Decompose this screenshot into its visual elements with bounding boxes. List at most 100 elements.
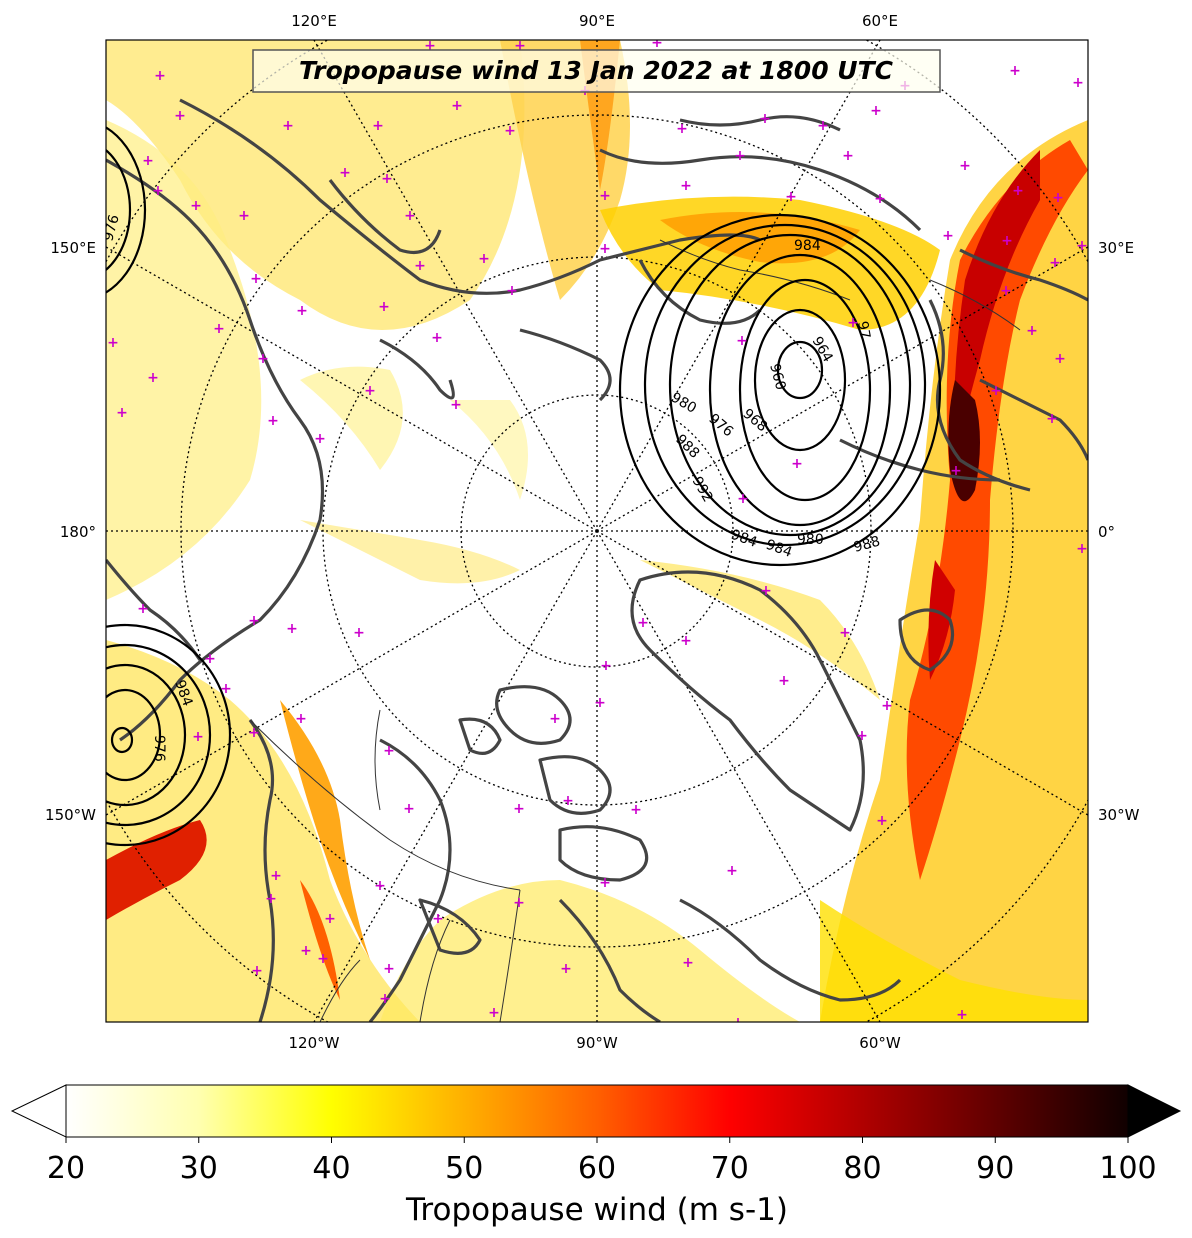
station-marker: + (1054, 351, 1066, 367)
station-marker: + (847, 315, 859, 331)
contour-label: 960 (766, 362, 788, 392)
station-marker: + (504, 123, 516, 139)
station-marker: + (353, 625, 365, 641)
station-marker: + (250, 271, 262, 287)
station-marker: + (1012, 183, 1024, 199)
station-marker: + (990, 383, 1002, 399)
colorbar-tick-label: 100 (1099, 1151, 1156, 1186)
station-marker: + (870, 103, 882, 119)
station-marker: + (267, 413, 279, 429)
station-marker: + (282, 118, 294, 134)
station-marker: + (514, 38, 526, 54)
station-marker: + (251, 963, 263, 979)
station-marker: + (314, 431, 326, 447)
station-marker: + (238, 208, 250, 224)
lon-label-right: 0° (1098, 523, 1115, 541)
station-marker: + (381, 171, 393, 187)
lon-label-right: 30°E (1098, 239, 1134, 257)
station-marker: + (137, 601, 149, 617)
colorbar-extend-high (1127, 1084, 1182, 1138)
lon-label-left: 150°W (45, 806, 96, 824)
borders (249, 239, 1021, 1022)
station-marker: + (372, 118, 384, 134)
station-marker: + (403, 801, 415, 817)
station-marker: + (432, 911, 444, 927)
station-marker: + (637, 615, 649, 631)
map-frame (105, 39, 1089, 1023)
station-marker: + (295, 711, 307, 727)
station-marker: + (726, 863, 738, 879)
contour-label: 980 (797, 532, 824, 548)
colorbar-tick-label: 20 (47, 1151, 85, 1186)
station-marker: + (1049, 255, 1061, 271)
station-marker: + (152, 183, 164, 199)
lon-label-top: 60°E (862, 12, 898, 30)
station-marker: + (1046, 411, 1058, 427)
station-marker: + (736, 333, 748, 349)
station-marker: + (204, 651, 216, 667)
station-marker: + (594, 695, 606, 711)
station-marker: + (147, 370, 159, 386)
station-marker: + (876, 813, 888, 829)
station-marker: + (257, 351, 269, 367)
station-marker: + (404, 208, 416, 224)
station-marker: + (549, 711, 561, 727)
colorbar-tick-label: 60 (578, 1151, 616, 1186)
station-marker: + (599, 875, 611, 891)
station-marker: + (296, 303, 308, 319)
station-marker: + (881, 698, 893, 714)
station-marker: + (956, 1007, 968, 1023)
station-marker: + (817, 118, 829, 134)
station-marker: + (630, 802, 642, 818)
station-marker: + (791, 456, 803, 472)
station-marker: + (1026, 323, 1038, 339)
lon-label-left: 180° (60, 523, 96, 541)
station-marker: + (1076, 541, 1088, 557)
station-marker: + (737, 491, 749, 507)
lon-labels: 120°E 90°E 60°E 120°W 90°W 60°W 150°E 18… (45, 12, 1140, 1052)
station-marker: + (339, 165, 351, 181)
station-marker: + (450, 397, 462, 413)
station-marker: + (734, 148, 746, 164)
contour-label: 988 (852, 533, 882, 555)
station-marker: + (431, 330, 443, 346)
station-marker: + (839, 625, 851, 641)
colorbar-ticks: 20 30 40 50 60 70 80 90 100 (47, 1137, 1157, 1186)
colorbar: 20 30 40 50 60 70 80 90 100 Tropopause wind (m s… (10, 1084, 1182, 1228)
station-marker: + (190, 198, 202, 214)
station-marker: + (680, 178, 692, 194)
station-marker: + (842, 148, 854, 164)
graticule (106, 40, 1088, 1022)
station-marker: + (759, 111, 771, 127)
station-marker: + (959, 158, 971, 174)
station-marker: + (1072, 75, 1084, 91)
station-marker: + (248, 725, 260, 741)
station-marker: + (651, 35, 663, 51)
colorbar-extend-low (10, 1084, 67, 1138)
station-marker: + (324, 911, 336, 927)
contour-label: 976 (151, 735, 167, 762)
colorbar-tick-label: 50 (445, 1151, 483, 1186)
contour-label: 97 (854, 320, 873, 340)
lon-label-bottom: 120°W (289, 1034, 340, 1052)
station-marker: + (513, 801, 525, 817)
station-marker: + (760, 583, 772, 599)
lon-label-top: 120°E (291, 12, 337, 30)
station-marker: + (383, 961, 395, 977)
station-marker: + (506, 283, 518, 299)
lon-label-top: 90°E (579, 12, 615, 30)
station-marker: + (192, 729, 204, 745)
station-marker: + (1076, 238, 1088, 254)
station-marker: + (1052, 190, 1064, 206)
station-marker: + (414, 258, 426, 274)
station-marker: + (942, 228, 954, 244)
station-marker: + (270, 868, 282, 884)
station-marker: + (220, 681, 232, 697)
pressure-contours (106, 126, 942, 847)
station-marker: + (116, 405, 128, 421)
station-marker: + (562, 793, 574, 809)
station-marker: + (142, 153, 154, 169)
station-marker: + (478, 251, 490, 267)
colorbar-bar (65, 1084, 1129, 1138)
station-marker: + (856, 728, 868, 744)
